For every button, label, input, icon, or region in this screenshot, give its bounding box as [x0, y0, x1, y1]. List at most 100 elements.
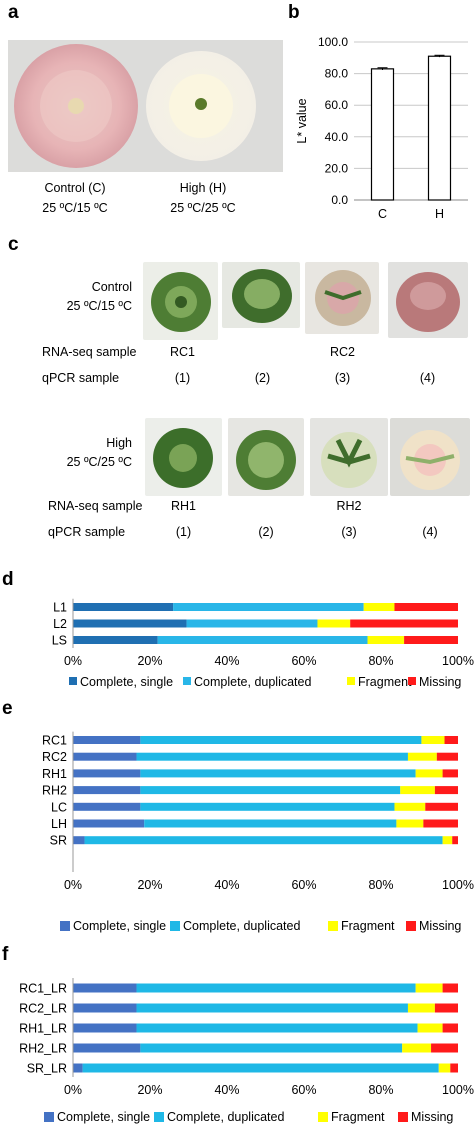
row-label-RH1_LR: RH1_LR [19, 1022, 67, 1036]
segment-L1-3 [394, 603, 458, 611]
segment-SR_LR-2 [438, 1063, 451, 1073]
segment-RH1-0 [73, 769, 141, 778]
segment-RH2-2 [400, 786, 435, 795]
legend-label-1: Complete, duplicated [167, 1110, 284, 1124]
xtick-label: 20% [137, 1083, 162, 1097]
high-qpcr-4: (4) [422, 525, 438, 539]
segment-RC1_LR-3 [442, 983, 458, 993]
segment-RH1_LR-3 [442, 1023, 458, 1033]
high-caption-line2: 25 ºC/25 ºC [170, 201, 236, 215]
row-label-RH1: RH1 [42, 767, 67, 781]
segment-RH1_LR-2 [417, 1023, 443, 1033]
segment-LC-0 [73, 802, 141, 811]
control-rnaseq-label: RNA-seq sample [42, 345, 137, 359]
control-caption-line1: Control (C) [44, 181, 106, 195]
segment-RC1_LR-1 [136, 983, 416, 993]
control-caption-line2: 25 ºC/15 ºC [42, 201, 108, 215]
lstar-bar-chart: 0.0 20.0 40.0 60.0 80.0 100.0 C H L* value [295, 35, 468, 221]
segment-SR_LR-0 [73, 1063, 83, 1073]
xtick-label: 20% [137, 654, 162, 668]
xtick-label: 100% [442, 654, 474, 668]
segment-SR-3 [452, 836, 458, 845]
high-caption-line1: High (H) [179, 181, 227, 195]
segment-RC2-1 [136, 752, 408, 761]
segment-RC1-3 [444, 736, 458, 744]
legend-label-3: Missing [411, 1110, 453, 1124]
row-label-LH: LH [51, 817, 67, 831]
legend-swatch-1 [183, 677, 191, 685]
legend-swatch-3 [406, 921, 416, 931]
segment-RH2-3 [434, 786, 458, 795]
row-label-L2: L2 [53, 617, 67, 631]
legend-label-3: Missing [419, 675, 461, 689]
busco-chart-e: RC1 RC2 RH1 RH2 LC LH SR 0% 20% 40% 60% 80% 100% Comp… [42, 731, 474, 933]
segment-RC2_LR-3 [434, 1003, 458, 1013]
segment-RH1_LR-1 [136, 1023, 418, 1033]
white-flower [146, 51, 256, 161]
legend-swatch-0 [60, 921, 70, 931]
legend-swatch-3 [398, 1112, 408, 1122]
high-caption: High (H) 25 ºC/25 ºC [148, 178, 258, 218]
legend-swatch-0 [44, 1112, 54, 1122]
row-label-RC1: RC1 [42, 734, 67, 748]
high-bud-photo-4 [390, 418, 470, 496]
xtick-label: 80% [368, 1083, 393, 1097]
xtick-label-H: H [435, 207, 444, 221]
control-bud-photo-2 [222, 262, 300, 328]
control-caption: Control (C) 25 ºC/15 ºC [20, 178, 130, 218]
ytick-label-b: 60.0 [325, 98, 349, 112]
panel-f-letter: f [2, 944, 9, 965]
segment-RH2_LR-0 [73, 1043, 141, 1053]
bar-C [370, 68, 395, 201]
flower-photos [14, 44, 256, 168]
ylabel-b: L* value [295, 98, 309, 143]
xtick-label: 40% [214, 654, 239, 668]
segment-LS-1 [157, 636, 368, 644]
segment-RH1_LR-0 [73, 1023, 137, 1033]
legend-label-3: Missing [419, 919, 461, 933]
segment-RH2_LR-2 [402, 1043, 432, 1053]
legend-swatch-2 [347, 677, 355, 685]
segment-RC1-1 [140, 736, 422, 744]
segment-RH2-0 [73, 786, 141, 795]
row-label-SR: SR [50, 834, 67, 848]
high-bud-photo-2 [228, 418, 304, 496]
legend-swatch-0 [69, 677, 77, 685]
xtick-label: 80% [368, 654, 393, 668]
high-bud-photo-3 [310, 418, 388, 496]
row-label-RH2_LR: RH2_LR [19, 1042, 67, 1056]
control-qpcr-2: (2) [254, 371, 271, 385]
high-label-line1: High [106, 436, 132, 450]
row-label-LC: LC [51, 800, 67, 814]
control-qpcr-4: (4) [419, 371, 436, 385]
segment-SR-0 [73, 836, 85, 845]
segment-LH-3 [423, 819, 458, 828]
high-qpcr-label: qPCR sample [48, 525, 126, 539]
xtick-label: 60% [291, 654, 316, 668]
high-qpcr-3: (3) [341, 525, 357, 539]
control-label-line1: Control [91, 280, 132, 294]
legend-label-0: Complete, single [73, 919, 166, 933]
row-label-RH2: RH2 [42, 784, 67, 798]
segment-RH1-2 [415, 769, 443, 778]
segment-LS-0 [73, 636, 158, 644]
segment-L2-2 [317, 619, 351, 628]
ytick-label-b: 0.0 [331, 193, 348, 207]
control-condition-label: Control 25 ºC/15 ºC [30, 278, 132, 316]
ytick-label-b: 20.0 [325, 161, 349, 175]
segment-RC1_LR-2 [415, 983, 443, 993]
control-rnaseq-3: RC2 [329, 345, 355, 359]
row-label-L1: L1 [53, 601, 67, 615]
segment-RC2-0 [73, 752, 137, 761]
xtick-label: 100% [442, 1083, 474, 1097]
row-label-LS: LS [52, 634, 67, 648]
xtick-label: 60% [291, 878, 316, 892]
segment-RC2_LR-1 [136, 1003, 408, 1013]
segment-L2-0 [73, 619, 187, 628]
control-qpcr-label: qPCR sample [42, 371, 120, 385]
segment-RH1-3 [442, 769, 458, 778]
legend-label-0: Complete, single [80, 675, 173, 689]
panel-c-letter: c [8, 234, 19, 255]
bar-H [427, 55, 452, 201]
ytick-label-b: 40.0 [325, 130, 349, 144]
